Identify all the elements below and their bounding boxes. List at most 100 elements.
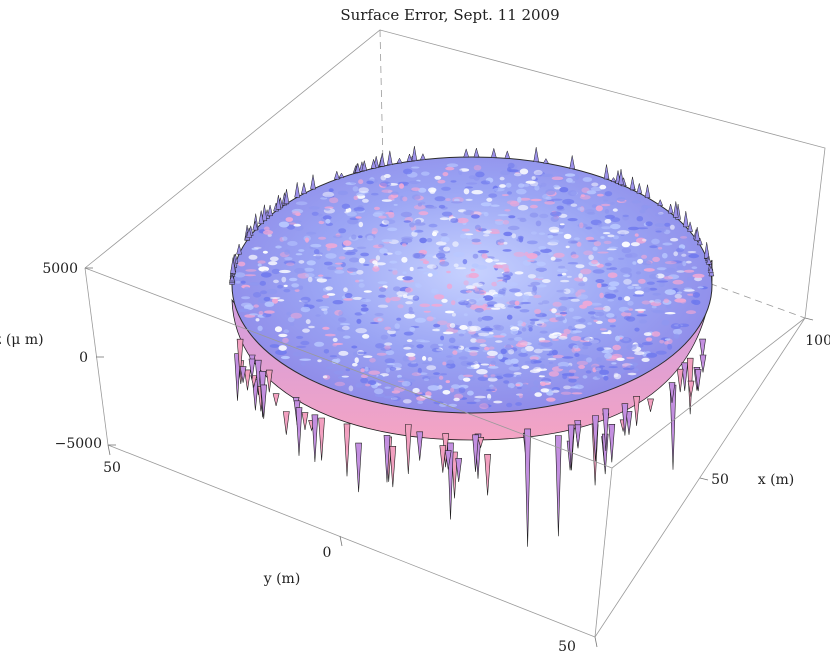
- surface-spike: [592, 415, 599, 462]
- surface-spike: [455, 458, 463, 483]
- surface-speckle: [601, 203, 611, 207]
- surface-speckle: [327, 266, 337, 271]
- surface-speckle: [429, 189, 436, 194]
- surface-speckle: [252, 292, 262, 298]
- surface-speckle: [322, 326, 330, 330]
- surface-speckle: [289, 277, 298, 282]
- surface-speckle: [655, 350, 667, 355]
- surface-speckle: [338, 228, 347, 234]
- surface-speckle: [616, 357, 625, 361]
- surface-speckle: [626, 344, 637, 351]
- surface-speckle: [499, 184, 506, 188]
- surface-speckle: [477, 332, 490, 337]
- surface-speckle: [480, 180, 491, 185]
- surface-speckle: [305, 319, 311, 325]
- surface-speckle: [526, 253, 538, 259]
- surface-speckle: [587, 239, 598, 242]
- x-tick-label-100: 100: [805, 333, 830, 349]
- surface-speckle: [577, 294, 589, 300]
- surface-speckle: [567, 218, 578, 222]
- surface-speckle: [355, 216, 362, 219]
- surface-speckle: [645, 221, 653, 227]
- surface-speckle: [575, 174, 580, 180]
- surface-speckle: [351, 345, 358, 349]
- surface-speckle: [286, 262, 295, 266]
- surface-speckle: [390, 191, 399, 196]
- surface-speckle: [361, 304, 368, 307]
- z-tick-label-bottom: −5000: [55, 436, 102, 452]
- surface-speckle: [664, 312, 676, 315]
- surface-speckle: [451, 312, 456, 317]
- surface-speckle: [517, 204, 529, 211]
- surface-speckle: [567, 190, 578, 196]
- surface-speckle: [514, 300, 520, 306]
- surface-spike: [260, 384, 268, 419]
- surface-speckle: [488, 289, 496, 293]
- surface-speckle: [582, 300, 593, 307]
- surface-speckle: [263, 296, 271, 302]
- surface-speckle: [491, 281, 498, 287]
- surface-speckle: [507, 383, 515, 389]
- surface-speckle: [529, 181, 539, 187]
- surface-speckle: [460, 233, 467, 239]
- surface-edge-spike: [294, 182, 300, 198]
- surface-speckle: [340, 262, 346, 268]
- surface-speckle: [488, 366, 499, 369]
- surface-speckle: [462, 259, 468, 265]
- surface-speckle: [384, 342, 393, 346]
- surface-speckle: [619, 200, 627, 203]
- surface-speckle: [372, 260, 378, 265]
- surface-speckle: [463, 209, 475, 216]
- surface-speckle: [304, 273, 315, 278]
- surface-speckle: [378, 215, 387, 219]
- surface-speckle: [474, 399, 481, 402]
- surface-speckle: [414, 317, 426, 323]
- surface-top: [231, 156, 713, 414]
- surface-mesh: [229, 146, 715, 547]
- surface-speckle: [605, 358, 617, 361]
- surface-speckle: [517, 340, 528, 346]
- surface-speckle: [335, 262, 343, 265]
- surface-speckle: [578, 282, 586, 287]
- surface-edge-spike: [370, 158, 377, 169]
- surface-speckle: [356, 318, 362, 324]
- surface-speckle: [652, 256, 660, 262]
- surface-speckle: [336, 326, 348, 332]
- surface-speckle: [613, 373, 622, 380]
- surface-speckle: [638, 278, 646, 284]
- surface-speckle: [325, 253, 337, 259]
- surface-speckle: [522, 299, 528, 303]
- surface-speckle: [290, 322, 295, 326]
- surface-speckle: [493, 324, 501, 329]
- surface-speckle: [433, 323, 441, 328]
- surface-speckle: [498, 288, 506, 295]
- surface-speckle: [528, 327, 533, 332]
- surface-speckle: [496, 281, 507, 286]
- surface-speckle: [453, 251, 465, 258]
- surface-speckle: [632, 261, 637, 265]
- surface-edge-spike: [636, 183, 643, 194]
- surface-speckle: [446, 283, 453, 289]
- surface-speckle: [284, 257, 293, 261]
- surface-speckle: [568, 376, 579, 379]
- surface-speckle: [431, 347, 443, 353]
- surface-speckle: [463, 377, 471, 382]
- surface-speckle: [617, 230, 630, 235]
- surface-speckle: [590, 186, 603, 192]
- surface-speckle: [322, 191, 335, 198]
- surface-speckle: [550, 216, 559, 223]
- surface-speckle: [643, 268, 655, 272]
- surface-speckle: [549, 239, 560, 244]
- surface-speckle: [488, 193, 498, 198]
- surface-speckle: [664, 267, 676, 273]
- surface-speckle: [547, 234, 554, 239]
- surface-speckle: [636, 216, 644, 222]
- surface-speckle: [651, 238, 660, 245]
- surface-speckle: [570, 203, 578, 207]
- surface-edge-spike: [406, 153, 413, 162]
- surface-speckle: [522, 294, 530, 300]
- surface-speckle: [456, 349, 463, 353]
- x-tick-50: [699, 477, 709, 481]
- surface-speckle: [604, 191, 613, 197]
- surface-speckle: [322, 375, 328, 379]
